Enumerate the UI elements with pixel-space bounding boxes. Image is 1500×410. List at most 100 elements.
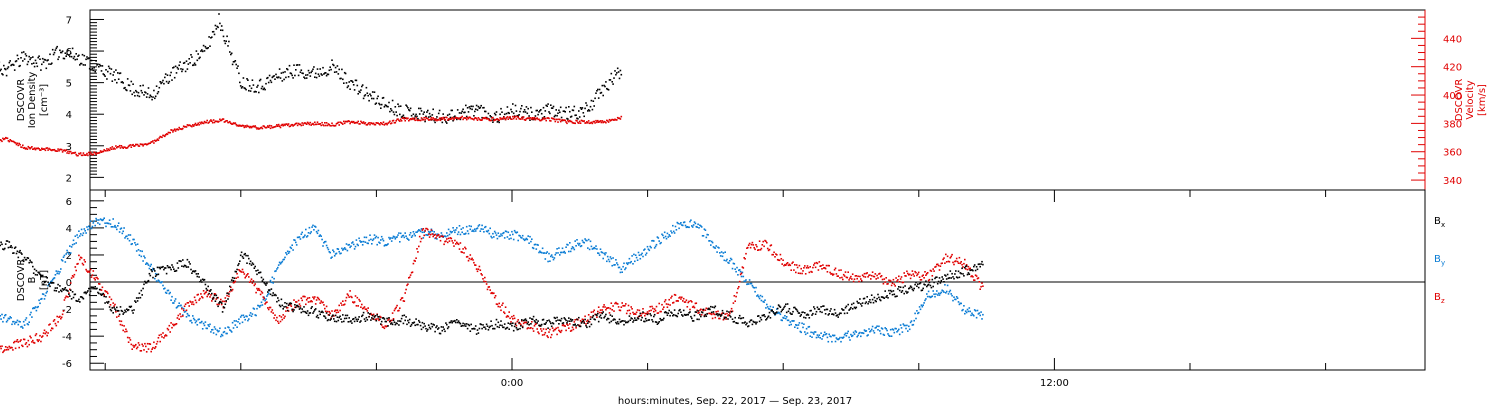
bz-series-point <box>70 277 73 279</box>
by-series-point <box>358 237 360 240</box>
by-series-point <box>101 219 104 222</box>
by-series-point <box>645 252 648 254</box>
ion-density-series-point <box>258 79 261 82</box>
bz-series-point <box>849 277 851 279</box>
bz-series-point <box>663 306 665 308</box>
bz-series-point <box>784 263 786 266</box>
velocity-series-point <box>589 122 592 124</box>
ion-density-series-point <box>245 88 247 91</box>
bz-series-point <box>926 272 929 274</box>
by-series-point <box>322 245 324 247</box>
by-series-point <box>768 308 771 310</box>
ion-density-series-point <box>333 71 336 73</box>
bz-series-point <box>780 258 783 260</box>
velocity-series-point <box>451 116 453 119</box>
bx-series-point <box>258 271 261 274</box>
by-series-point <box>504 230 507 232</box>
bz-series-point <box>394 307 397 310</box>
velocity-series-point <box>195 124 198 126</box>
bx-series-point <box>522 319 525 322</box>
bx-series-point <box>290 302 293 305</box>
by-series-point <box>911 324 914 326</box>
ion-density-series-point <box>546 105 548 107</box>
bz-series-point <box>26 345 29 348</box>
ion-density-series-point <box>560 116 563 119</box>
bx-series-point <box>587 320 590 323</box>
by-series-point <box>758 297 761 300</box>
velocity-series-point <box>521 116 523 119</box>
bz-series-point <box>337 311 340 313</box>
bx-series-point <box>626 321 629 324</box>
bz-series-point <box>371 314 373 316</box>
ion-density-series-point <box>135 91 138 93</box>
bz-series-point <box>29 335 31 338</box>
bx-series-point <box>343 320 345 323</box>
ion-density-series-point <box>184 70 187 73</box>
by-series-point <box>341 247 343 250</box>
by-series-point <box>487 229 490 232</box>
bx-series-point <box>426 330 428 332</box>
velocity-series-point <box>575 119 577 122</box>
bz-series-point <box>810 270 812 273</box>
velocity-series-point <box>240 125 243 127</box>
velocity-series-point <box>563 119 566 121</box>
bz-series-point <box>422 228 425 230</box>
ion-density-series-point <box>1 73 3 75</box>
by-series-point <box>12 320 14 323</box>
by-series-point <box>402 234 405 237</box>
by-series-point <box>480 228 482 230</box>
bz-series-point <box>753 246 755 249</box>
bz-series-point <box>914 270 916 273</box>
bz-series-point <box>297 299 300 302</box>
by-series-point <box>201 328 204 330</box>
bx-series-point <box>597 312 599 315</box>
ion-density-series-point <box>12 63 14 66</box>
ion-density-series-point <box>388 101 390 104</box>
by-series-point <box>633 253 635 256</box>
velocity-series-point <box>572 122 575 124</box>
bx-series-point <box>427 328 429 331</box>
ion-density-series-point <box>127 84 130 86</box>
velocity-series-point <box>543 118 546 120</box>
by-series-point <box>117 222 120 224</box>
bx-series-point <box>406 323 408 326</box>
velocity-series-point <box>324 124 327 127</box>
bz-series-point <box>259 293 262 296</box>
bz-series-point <box>981 282 983 284</box>
bx-series-point <box>296 304 299 307</box>
bz-series-point <box>461 251 463 254</box>
by-series-point <box>162 284 164 287</box>
bz-series-point <box>423 234 425 237</box>
bx-series-point <box>81 296 84 299</box>
bz-series-point <box>851 278 853 280</box>
bx-series-point <box>115 309 117 312</box>
bx-series-point <box>197 273 199 275</box>
bz-series-point <box>273 317 275 319</box>
by-series-point <box>369 234 371 236</box>
by-series-point <box>803 323 805 325</box>
ion-density-series-point <box>384 104 387 106</box>
bx-series-point <box>464 323 466 325</box>
bx-series-point <box>502 326 504 329</box>
by-series-point <box>506 236 509 238</box>
bx-series-point <box>622 320 624 322</box>
bz-series-point <box>194 299 197 302</box>
ion-density-series-point <box>212 30 215 33</box>
bz-series-point <box>383 327 386 330</box>
by-series-point <box>368 239 370 242</box>
velocity-series-point <box>402 117 405 119</box>
bz-series-point <box>4 346 7 348</box>
velocity-series-point <box>224 120 227 123</box>
bz-series-point <box>735 295 737 298</box>
ion-density-series-point <box>193 62 196 65</box>
by-series-point <box>250 315 253 317</box>
bz-series-point <box>139 350 142 352</box>
ion-density-series-point <box>526 112 529 115</box>
velocity-series-point <box>142 145 144 147</box>
velocity-series-point <box>368 122 370 124</box>
ion-density-series-point <box>120 81 123 84</box>
by-series-point <box>51 280 53 282</box>
by-series-point <box>799 330 802 333</box>
ion-density-series-point <box>552 105 555 108</box>
